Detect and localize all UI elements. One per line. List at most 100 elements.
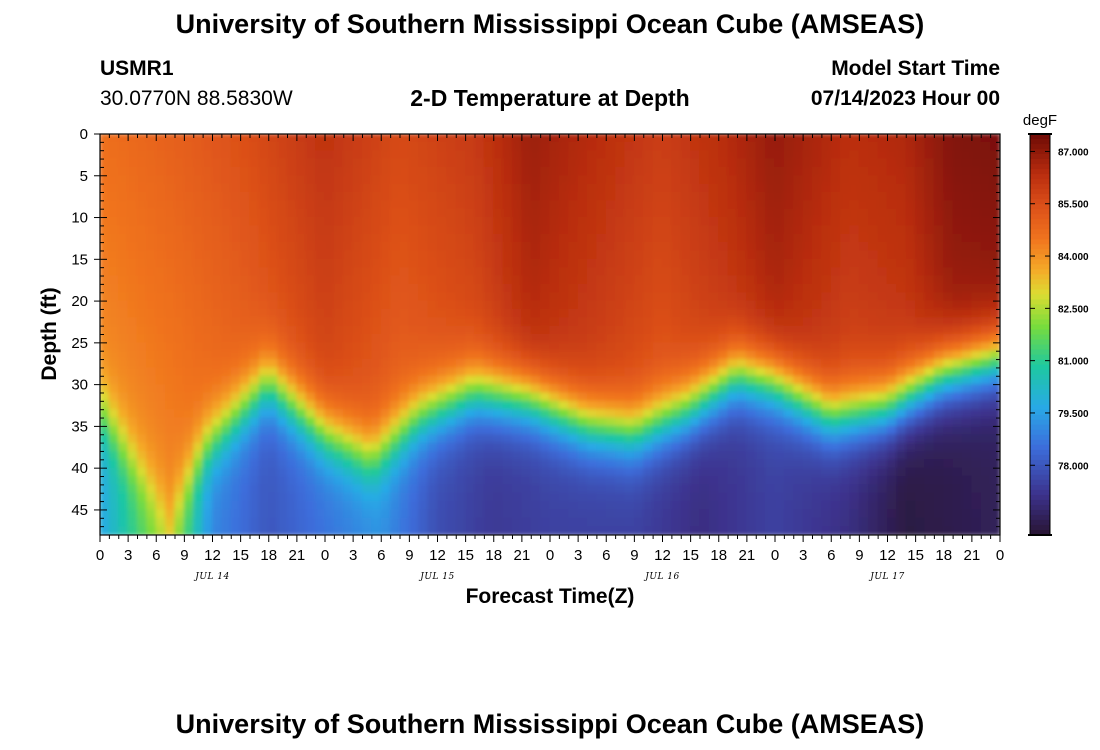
heatmap-cell — [352, 517, 364, 528]
heatmap-cell — [296, 308, 307, 319]
heatmap-cell — [165, 425, 176, 436]
heatmap-cell — [100, 400, 110, 411]
heatmap-cell — [615, 484, 626, 494]
heatmap-cell — [577, 475, 589, 486]
heatmap-cell — [718, 392, 729, 402]
heatmap-cell — [408, 216, 420, 227]
heatmap-cell — [530, 409, 542, 419]
heatmap-cell — [624, 325, 635, 336]
heatmap-cell — [277, 158, 289, 169]
heatmap-cell — [671, 384, 682, 394]
heatmap-cell — [465, 450, 476, 461]
heatmap-cell — [324, 134, 335, 143]
heatmap-cell — [127, 475, 139, 486]
heatmap-cell — [615, 300, 626, 311]
heatmap-cell — [577, 250, 589, 260]
heatmap-cell — [605, 333, 617, 344]
heatmap-cell — [108, 342, 120, 352]
heatmap-cell — [155, 358, 167, 369]
heatmap-cell — [202, 242, 214, 252]
heatmap-cell — [352, 150, 364, 160]
heatmap-cell — [840, 216, 851, 227]
heatmap-cell — [258, 250, 270, 260]
heatmap-cell — [699, 509, 710, 519]
heatmap-cell — [961, 333, 973, 344]
heatmap-cell — [427, 342, 439, 352]
heatmap-cell — [699, 350, 710, 361]
heatmap-cell — [558, 409, 570, 419]
heatmap-cell — [390, 367, 401, 377]
heatmap-cell — [446, 267, 457, 277]
heatmap-cell — [315, 150, 326, 160]
heatmap-cell — [324, 484, 335, 494]
heatmap-cell — [427, 208, 439, 219]
heatmap-cell — [521, 358, 532, 369]
heatmap-cell — [933, 333, 945, 344]
heatmap-cell — [296, 526, 307, 535]
heatmap-cell — [924, 367, 935, 377]
heatmap-cell — [193, 350, 204, 361]
heatmap-cell — [436, 384, 448, 394]
heatmap-cell — [783, 484, 795, 494]
heatmap-cell — [905, 526, 917, 535]
heatmap-cell — [146, 166, 157, 177]
heatmap-cell — [146, 208, 157, 219]
heatmap-cell — [136, 292, 148, 302]
heatmap-cell — [408, 333, 420, 344]
heatmap-cell — [708, 158, 720, 169]
heatmap-cell — [296, 475, 307, 486]
heatmap-cell — [774, 233, 785, 244]
heatmap-cell — [821, 150, 832, 160]
heatmap-cell — [943, 317, 954, 327]
heatmap-cell — [315, 442, 326, 453]
heatmap-cell — [971, 258, 982, 269]
heatmap-cell — [136, 267, 148, 277]
heatmap-cell — [493, 233, 504, 244]
heatmap-cell — [849, 292, 860, 302]
heatmap-cell — [146, 475, 157, 486]
heatmap-cell — [708, 267, 720, 277]
heatmap-cell — [118, 526, 129, 535]
heatmap-cell — [877, 342, 889, 352]
heatmap-cell — [755, 233, 767, 244]
heatmap-cell — [183, 509, 195, 519]
heatmap-cell — [971, 175, 982, 185]
heatmap-cell — [230, 475, 242, 486]
heatmap-cell — [202, 375, 214, 386]
heatmap-cell — [108, 208, 120, 219]
heatmap-cell — [277, 459, 289, 469]
heatmap-cell — [905, 375, 917, 386]
heatmap-cell — [586, 225, 598, 235]
heatmap-cell — [905, 267, 917, 277]
heatmap-cell — [736, 317, 748, 327]
heatmap-cell — [596, 134, 607, 143]
heatmap-cell — [174, 392, 185, 402]
heatmap-cell — [586, 409, 598, 419]
y-tick-label: 30 — [71, 377, 88, 394]
heatmap-cell — [502, 250, 514, 260]
heatmap-cell — [624, 191, 635, 202]
heatmap-cell — [446, 242, 457, 252]
heatmap-cell — [877, 333, 889, 344]
x-tick-label: 6 — [602, 547, 610, 564]
heatmap-cell — [530, 467, 542, 478]
heatmap-cell — [465, 517, 476, 528]
heatmap-cell — [849, 191, 860, 202]
heatmap-cell — [915, 367, 926, 377]
heatmap-cell — [380, 150, 392, 160]
heatmap-cell — [493, 242, 504, 252]
heatmap-cell — [286, 509, 298, 519]
heatmap-cell — [455, 300, 467, 311]
heatmap-cell — [971, 267, 982, 277]
heatmap-cell — [811, 492, 823, 503]
heatmap-cell — [296, 434, 307, 444]
heatmap-cell — [502, 367, 514, 377]
heatmap-cell — [840, 509, 851, 519]
heatmap-cell — [877, 500, 889, 511]
heatmap-cell — [540, 225, 551, 235]
heatmap-cell — [221, 484, 232, 494]
heatmap-cell — [699, 191, 710, 202]
heatmap-cell — [155, 200, 167, 210]
heatmap-cell — [802, 350, 814, 361]
x-tick-label: 6 — [152, 547, 160, 564]
